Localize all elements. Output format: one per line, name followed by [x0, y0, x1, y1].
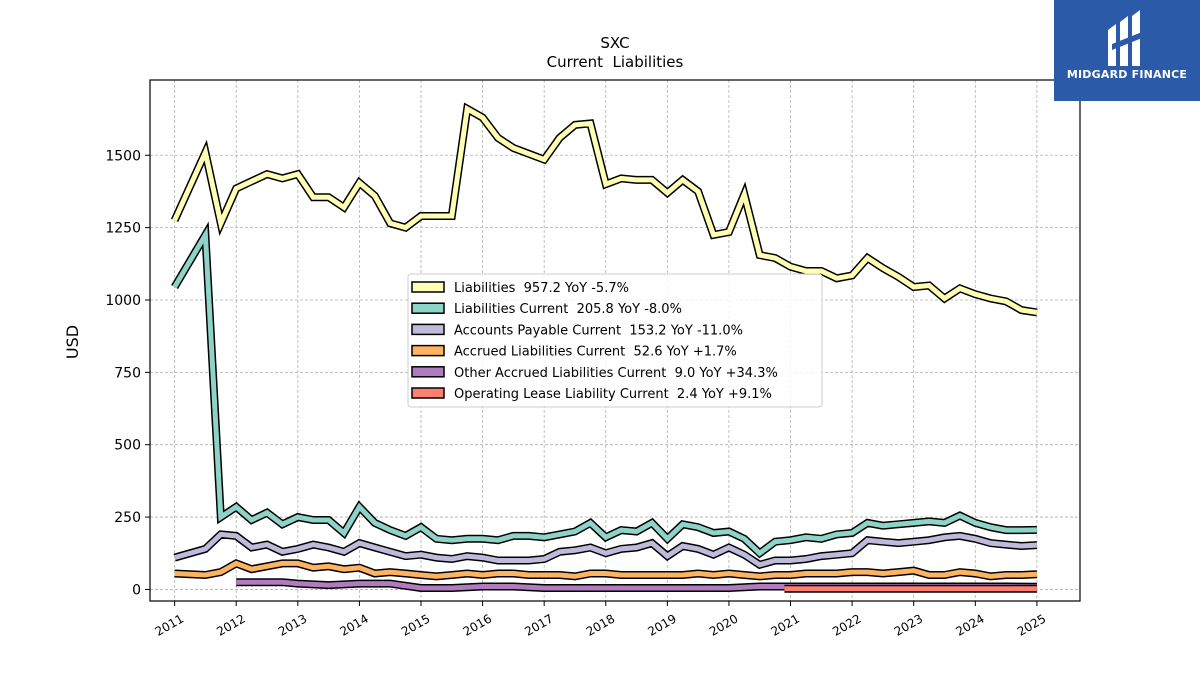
x-tick-label: 2011	[153, 611, 186, 638]
legend-entry-label: Operating Lease Liability Current 2.4 Yo…	[454, 387, 772, 402]
legend-entry-label: Accrued Liabilities Current 52.6 YoY +1.…	[454, 345, 737, 360]
y-tick-label: 750	[114, 365, 141, 381]
chart-title: SXC	[600, 34, 629, 52]
legend-entry-label: Accounts Payable Current 153.2 YoY -11.0…	[454, 323, 743, 338]
y-tick-label: 1000	[105, 293, 141, 309]
legend-entry-label: Liabilities Current 205.8 YoY -8.0%	[454, 302, 682, 317]
x-tick-label: 2012	[214, 611, 247, 638]
y-axis-ticks: 0 250 500 750 1000 1250 1500	[105, 148, 150, 598]
y-tick-label: 1250	[105, 221, 141, 237]
x-tick-label: 2024	[953, 611, 986, 638]
y-tick-label: 500	[114, 438, 141, 454]
legend: Liabilities 957.2 YoY -5.7% Liabilities C…	[407, 273, 823, 408]
series-lines	[170, 102, 1038, 593]
x-tick-label: 2018	[584, 611, 617, 638]
series-line	[172, 226, 1037, 557]
series-accrued-liabilities-current	[174, 558, 1038, 581]
legend-swatch	[411, 323, 445, 336]
legend-entry-label: Liabilities 957.2 YoY -5.7%	[454, 281, 629, 296]
legend-box	[407, 273, 823, 408]
x-tick-label: 2025	[1015, 611, 1048, 638]
series-accounts-payable-current	[173, 530, 1038, 570]
x-tick-label: 2019	[645, 611, 678, 638]
series-line	[172, 104, 1038, 315]
legend-entry-label: Other Accrued Liabilities Current 9.0 Yo…	[454, 366, 778, 381]
x-tick-label: 2015	[399, 611, 432, 638]
x-tick-label: 2013	[276, 611, 309, 638]
chart-subtitle: Current Liabilities	[547, 53, 684, 71]
midgard-logo-icon	[1108, 10, 1142, 66]
y-axis-label: USD	[63, 325, 82, 359]
brand-logo: MIDGARD FINANCE	[1054, 0, 1200, 101]
x-tick-label: 2021	[769, 611, 802, 638]
plot-area-frame	[149, 79, 1081, 602]
legend-swatch	[411, 281, 445, 293]
x-tick-label: 2017	[522, 611, 555, 638]
y-tick-label: 250	[114, 510, 141, 526]
x-tick-label: 2016	[461, 611, 494, 638]
legend-swatch	[411, 366, 445, 378]
x-tick-label: 2023	[892, 611, 925, 638]
x-tick-label: 2022	[830, 611, 863, 638]
y-tick-label: 0	[132, 582, 141, 598]
series-liabilities	[170, 102, 1038, 317]
series-line	[174, 560, 1038, 579]
x-axis-ticks: 2011 2012 2013 2014 2015 2016 2017 2018 2019 2020…	[153, 601, 1048, 639]
x-tick-label: 2014	[337, 611, 370, 638]
legend-swatch	[411, 302, 445, 314]
y-tick-label: 1500	[105, 148, 141, 164]
legend-swatch	[411, 387, 445, 399]
series-line	[173, 531, 1038, 568]
x-tick-label: 2020	[707, 611, 740, 638]
brand-name: MIDGARD FINANCE	[1066, 68, 1188, 81]
legend-swatch	[411, 344, 445, 357]
series-liabilities-current	[171, 221, 1037, 559]
